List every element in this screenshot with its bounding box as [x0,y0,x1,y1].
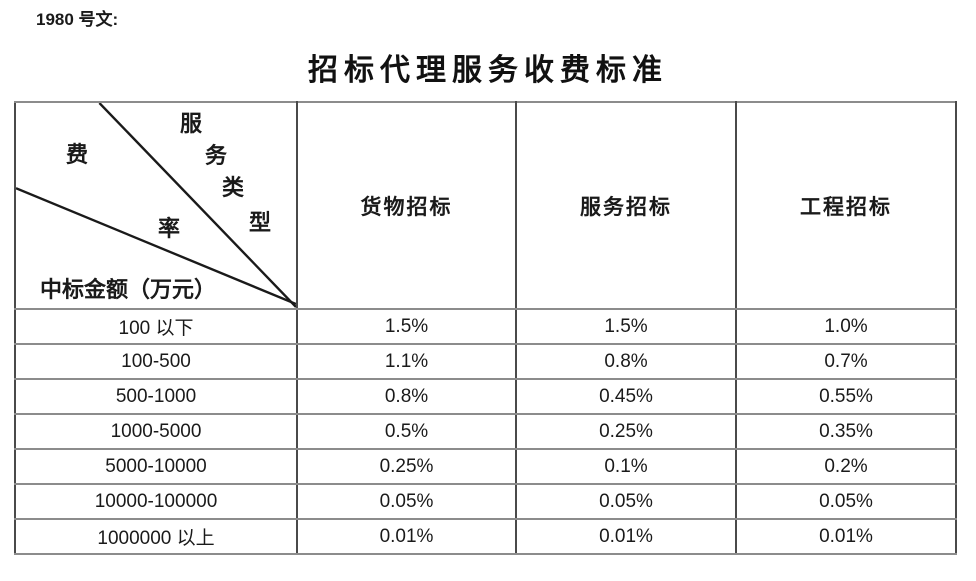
rate-cell: 0.01% [515,518,737,555]
corner-label-service-char: 务 [205,143,228,168]
corner-label-fee-char: 费 [66,142,89,167]
rate-cell: 0.2% [735,448,957,485]
amount-range-cell: 10000-100000 [14,483,298,520]
amount-range-cell: 100-500 [14,343,298,380]
corner-header-cell: 服 务 类 型 费 率 中标金额（万元） [14,101,298,310]
rate-cell: 0.45% [515,378,737,415]
column-header-goods: 货物招标 [296,101,517,310]
rate-cell: 0.8% [515,343,737,380]
rate-cell: 0.8% [296,378,517,415]
corner-label-service-char: 服 [180,111,203,136]
table-row: 10000-100000 0.05% 0.05% 0.05% [14,483,957,520]
rate-cell: 0.5% [296,413,517,450]
rate-cell: 0.05% [515,483,737,520]
page-title: 招标代理服务收费标准 [308,54,668,87]
column-header-services: 服务招标 [515,101,737,310]
rate-cell: 0.35% [735,413,957,450]
corner-label-service-char: 型 [249,210,272,235]
diagonal-divider-lines [16,103,296,308]
table-row: 5000-10000 0.25% 0.1% 0.2% [14,448,957,485]
table-header-row: 服 务 类 型 费 率 中标金额（万元） 货物招标 服务招标 工程招标 [14,101,957,310]
corner-label-service-char: 类 [222,175,245,200]
table-row: 1000000 以上 0.01% 0.01% 0.01% [14,518,957,555]
table-row: 100 以下 1.5% 1.5% 1.0% [14,308,957,345]
table-row: 100-500 1.1% 0.8% 0.7% [14,343,957,380]
rate-cell: 0.55% [735,378,957,415]
rate-cell: 1.0% [735,308,957,345]
rate-cell: 0.05% [735,483,957,520]
amount-range-cell: 100 以下 [14,308,298,345]
rate-cell: 0.01% [735,518,957,555]
rate-cell: 0.25% [515,413,737,450]
amount-range-cell: 1000000 以上 [14,518,298,555]
corner-label-fee-char: 率 [158,216,181,241]
table-row: 500-1000 0.8% 0.45% 0.55% [14,378,957,415]
rate-cell: 0.05% [296,483,517,520]
amount-range-cell: 5000-10000 [14,448,298,485]
rate-cell: 0.7% [735,343,957,380]
rate-cell: 1.5% [296,308,517,345]
fee-standard-table: 服 务 类 型 费 率 中标金额（万元） 货物招标 服务招标 工程招标 100 … [14,101,957,555]
amount-range-cell: 500-1000 [14,378,298,415]
column-header-works: 工程招标 [735,101,957,310]
corner-label-amount: 中标金额（万元） [40,277,217,302]
document-ref-label: 1980 号文: [36,10,119,29]
rate-cell: 0.1% [515,448,737,485]
rate-cell: 1.1% [296,343,517,380]
rate-cell: 1.5% [515,308,737,345]
table-row: 1000-5000 0.5% 0.25% 0.35% [14,413,957,450]
rate-cell: 0.25% [296,448,517,485]
rate-cell: 0.01% [296,518,517,555]
amount-range-cell: 1000-5000 [14,413,298,450]
